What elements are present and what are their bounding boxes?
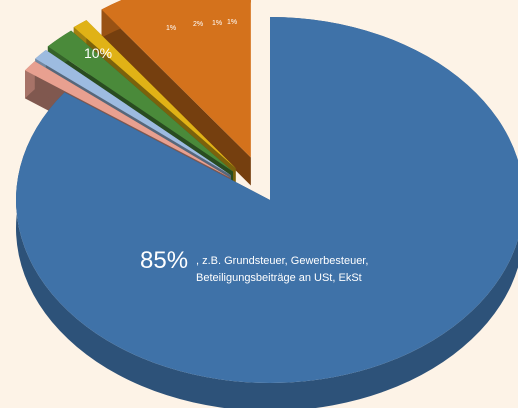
slice-annotation-line2: Beteiligungsbeiträge an USt, EkSt (196, 272, 362, 284)
slice-label-10: 10% (84, 45, 112, 61)
slice-label-85: 85% (140, 247, 188, 274)
pie-slice-0 (16, 17, 518, 408)
slice-label-1c: 1% (227, 19, 237, 26)
slice-label-1b: 1% (212, 20, 222, 27)
slice-label-1a: 1% (166, 25, 176, 32)
slice-annotation-line1: , z.B. Grundsteuer, Gewerbesteuer, (196, 255, 368, 267)
pie-slice-1 (101, 0, 251, 186)
slice-label-2: 2% (193, 21, 203, 28)
